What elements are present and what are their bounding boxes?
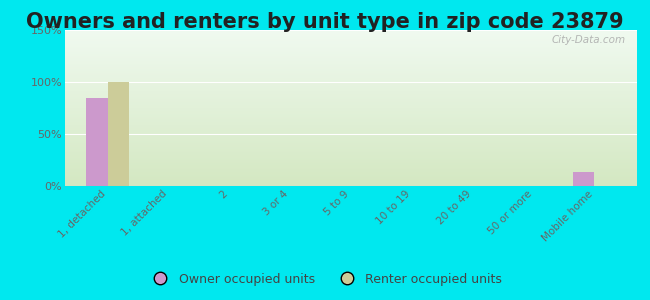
Text: City-Data.com: City-Data.com bbox=[551, 35, 625, 45]
Bar bbox=[573, 172, 594, 186]
Text: Owners and renters by unit type in zip code 23879: Owners and renters by unit type in zip c… bbox=[26, 12, 624, 32]
Bar bbox=[108, 82, 129, 186]
Legend: Owner occupied units, Renter occupied units: Owner occupied units, Renter occupied un… bbox=[143, 268, 507, 291]
Bar bbox=[86, 98, 108, 186]
